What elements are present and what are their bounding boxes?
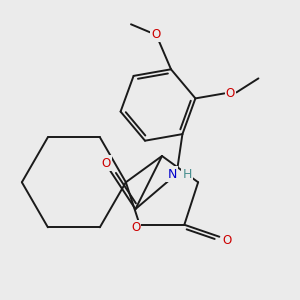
- Text: O: O: [226, 87, 235, 100]
- Text: O: O: [223, 234, 232, 247]
- Text: O: O: [131, 221, 140, 234]
- Text: O: O: [102, 157, 111, 169]
- Text: H: H: [183, 168, 192, 181]
- Text: N: N: [168, 168, 177, 181]
- Text: O: O: [152, 28, 160, 41]
